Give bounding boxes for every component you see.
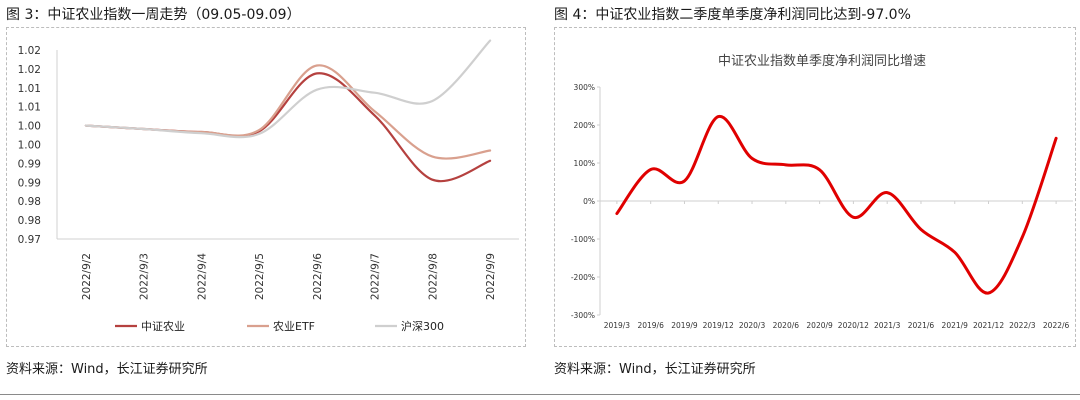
left-figure-panel: 图 3：中证农业指数一周走势（09.05-09.09） 1.02 1.02 1.01… [0, 0, 530, 400]
x-tick-label: 2022/6 [1043, 321, 1070, 330]
y-tick-label: 0.98 [18, 196, 41, 208]
y-tick-label: -300% [571, 311, 595, 320]
x-tick-label: 2019/3 [604, 321, 631, 330]
x-tick-label: 2022/9/5 [254, 253, 266, 300]
legend-label: 农业ETF [273, 319, 315, 333]
figure-4-frame: 中证农业指数单季度净利润同比增速 300% 200% 100% 0% -100% -200%… [554, 27, 1076, 347]
x-tick-label: 2022/9/6 [312, 253, 324, 300]
y-tick-label: 0.98 [18, 215, 41, 227]
page-footer-rule [0, 394, 1080, 395]
y-tick-label: 1.02 [18, 45, 41, 57]
y-tick-label: -200% [571, 273, 595, 282]
x-tick-label: 2022/9/3 [139, 253, 151, 300]
x-tick-label: 2021/3 [874, 321, 901, 330]
x-tick-label: 2022/9/7 [370, 253, 382, 300]
y-tick-label: 0.97 [18, 234, 41, 246]
figure-3-frame: 1.02 1.02 1.01 1.01 1.00 1.00 0.99 0.99 0.98 0.98… [6, 27, 526, 347]
x-tick-label: 2021/9 [942, 321, 969, 330]
y-tick-label: -100% [571, 235, 595, 244]
x-tick-label: 2019/12 [703, 321, 734, 330]
series-line-1 [84, 72, 492, 183]
x-tick-label: 2022/9/9 [485, 253, 497, 300]
series-line-3 [84, 39, 492, 139]
legend-label: 中证农业 [141, 319, 185, 333]
series-line-profit-growth [615, 115, 1058, 295]
x-tick-label: 2022/9/8 [427, 253, 439, 300]
figure-4-title: 图 4：中证农业指数二季度单季度净利润同比达到-97.0% [554, 7, 911, 23]
x-tick-label: 2019/6 [637, 321, 664, 330]
figure-3-source: 资料来源：Wind，长江证券研究所 [6, 362, 208, 377]
x-tick-label: 2020/3 [739, 321, 766, 330]
y-tick-label: 0.99 [18, 158, 41, 170]
y-tick-label: 1.01 [18, 83, 41, 95]
y-tick-label: 300% [574, 83, 595, 92]
y-tick-label: 100% [574, 159, 595, 168]
legend-label: 沪深300 [401, 319, 444, 333]
x-tick-label: 2022/9/2 [81, 253, 93, 300]
y-tick-label: 200% [574, 121, 595, 130]
x-tick-label: 2022/3 [1009, 321, 1036, 330]
y-tick-label: 0% [583, 197, 595, 206]
quarterly-profit-growth-chart: 中证农业指数单季度净利润同比增速 300% 200% 100% 0% -100% -200%… [571, 53, 1073, 330]
x-tick-label: 2022/9/4 [196, 253, 208, 300]
weekly-trend-chart: 1.02 1.02 1.01 1.01 1.00 1.00 0.99 0.99 0.98 0.98… [18, 39, 519, 333]
right-figure-panel: 图 4：中证农业指数二季度单季度净利润同比达到-97.0% 中证农业指数单季度净… [548, 0, 1080, 400]
x-tick-label: 2020/6 [773, 321, 800, 330]
y-tick-label: 1.02 [18, 64, 41, 76]
x-tick-label: 2019/9 [671, 321, 698, 330]
y-tick-label: 1.00 [18, 121, 41, 133]
y-tick-label: 1.01 [18, 102, 41, 114]
figure-4-source: 资料来源：Wind，长江证券研究所 [554, 362, 756, 377]
y-tick-label: 1.00 [18, 140, 41, 152]
x-tick-label: 2021/6 [908, 321, 935, 330]
y-tick-label: 0.99 [18, 177, 41, 189]
figure-3-title: 图 3：中证农业指数一周走势（09.05-09.09） [6, 7, 301, 23]
x-tick-label: 2020/9 [806, 321, 833, 330]
x-tick-label: 2021/12 [973, 321, 1004, 330]
chart-title: 中证农业指数单季度净利润同比增速 [718, 53, 926, 69]
x-tick-label: 2020/12 [838, 321, 869, 330]
